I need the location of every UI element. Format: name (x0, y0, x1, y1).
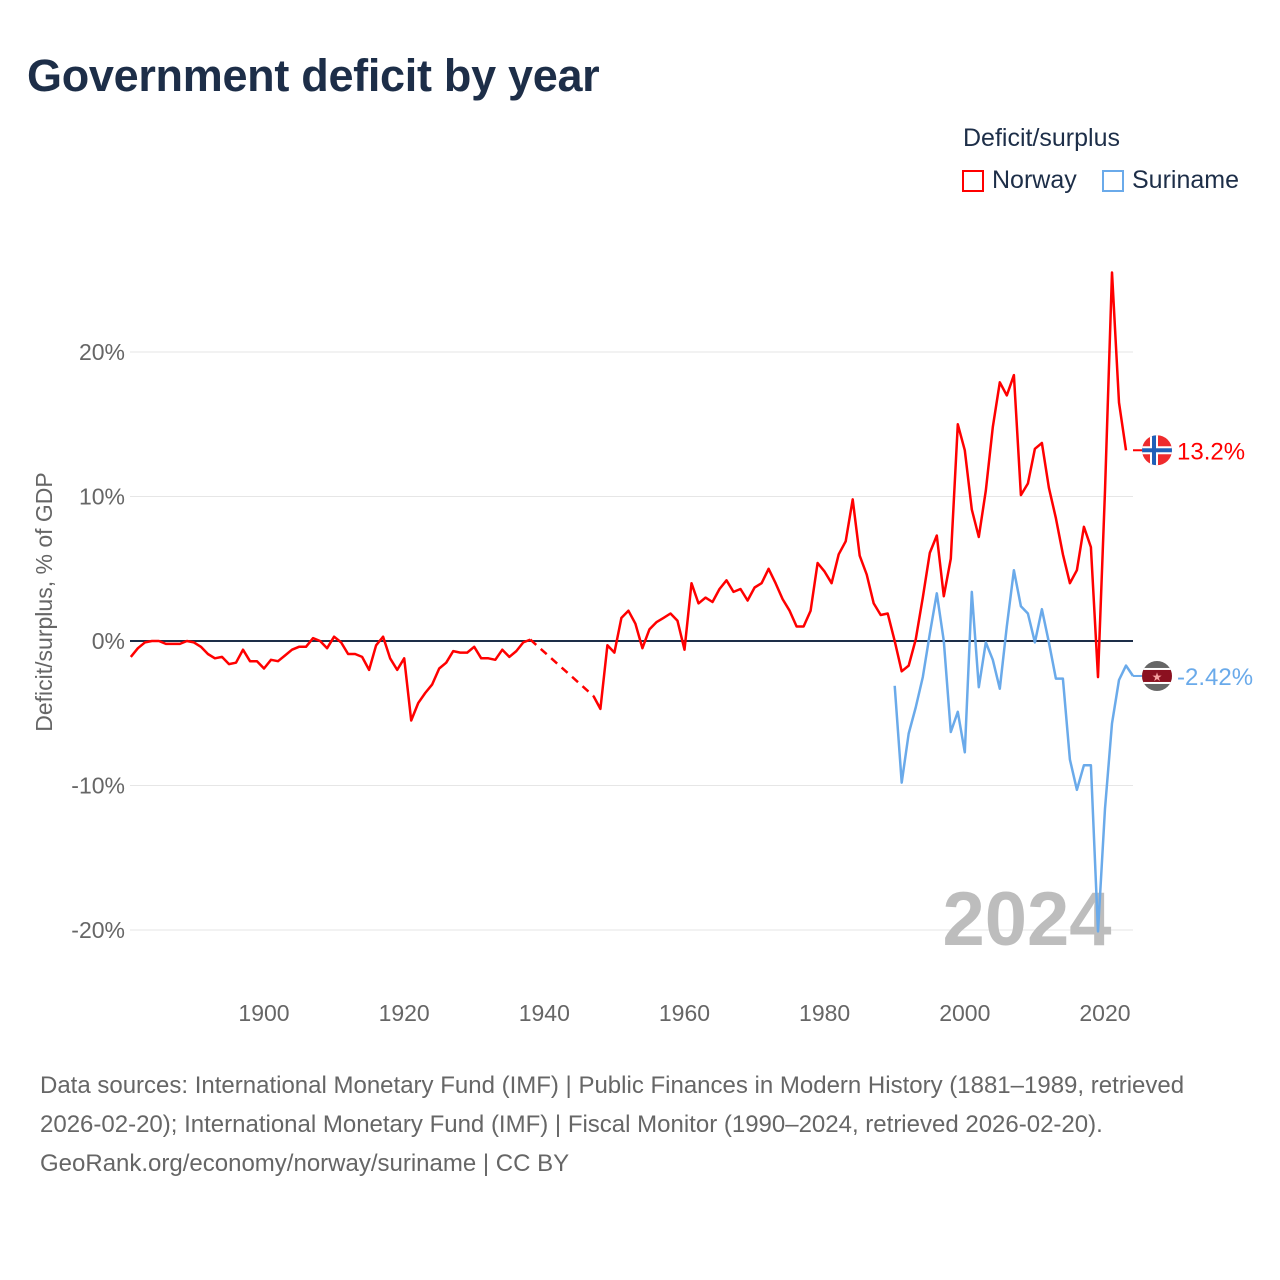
suriname-flag-icon: ★ (1142, 660, 1172, 691)
series-line-norway (129, 635, 531, 722)
series-line-suriname (893, 568, 1135, 933)
credit-link[interactable]: GeoRank.org/economy/norway/suriname | CC… (40, 1150, 570, 1177)
legend-swatch-suriname (1102, 169, 1124, 192)
norway-flag-icon (1142, 435, 1172, 466)
chart-title: Government deficit by year (27, 50, 600, 101)
end-value-label: -2.42% (1177, 664, 1253, 691)
flag-star: ★ (1152, 670, 1163, 684)
legend-label-suriname: Suriname (1132, 166, 1239, 194)
x-tick-label: 2020 (1079, 1000, 1130, 1026)
series-line-norway (592, 271, 1128, 711)
year-watermark: 2024 (942, 877, 1111, 962)
legend-item-norway[interactable]: Norway (962, 166, 1077, 195)
y-tick-label: 0% (92, 628, 125, 654)
x-tick-label: 2000 (939, 1000, 990, 1026)
legend-label-norway: Norway (992, 166, 1077, 194)
flag-body (1142, 435, 1172, 466)
flag-red (1142, 669, 1172, 682)
flag-cross-blue-h (1142, 448, 1172, 453)
y-tick-label: 10% (79, 484, 125, 510)
y-axis-label: Deficit/surplus, % of GDP (31, 472, 57, 731)
y-tick-label: 20% (79, 339, 125, 365)
x-tick-label: 1960 (659, 1000, 710, 1026)
end-value-label: 13.2% (1177, 438, 1245, 465)
y-tick-label: -20% (71, 917, 125, 943)
legend-item-suriname[interactable]: Suriname (1102, 166, 1239, 195)
x-tick-label: 1940 (519, 1000, 570, 1026)
x-tick-label: 1920 (379, 1000, 430, 1026)
legend-swatch-norway (962, 169, 984, 192)
y-tick-label: -10% (71, 773, 125, 799)
flag-body: ★ (1142, 660, 1172, 691)
x-tick-label: 1900 (238, 1000, 289, 1026)
gap-dashed-line (529, 638, 595, 697)
footer: Data sources: International Monetary Fun… (40, 1066, 1250, 1183)
x-tick-label: 1980 (799, 1000, 850, 1026)
legend-title: Deficit/surplus (963, 124, 1120, 152)
data-sources: Data sources: International Monetary Fun… (40, 1072, 1185, 1138)
